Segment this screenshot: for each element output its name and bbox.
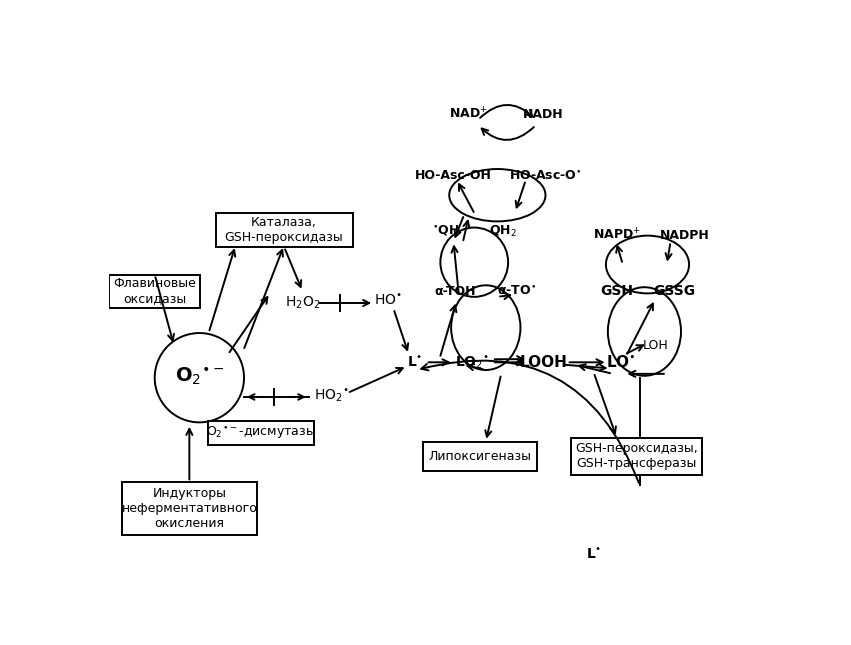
Text: HO$^{\bullet}$: HO$^{\bullet}$ [374,293,402,308]
Text: NADPH: NADPH [660,229,710,242]
Bar [109,275,200,308]
Bar [423,442,537,471]
Text: GSSG: GSSG [654,284,695,299]
Text: LOOH: LOOH [520,355,568,370]
Bar [571,438,702,475]
Circle shape [155,333,244,422]
Text: Липоксигеназы: Липоксигеназы [428,450,531,462]
Text: GSH-пероксидазы,
GSH-трансферазы: GSH-пероксидазы, GSH-трансферазы [575,442,698,470]
Text: HO-Asc-O$^{\bullet}$: HO-Asc-O$^{\bullet}$ [510,170,582,183]
Text: NAPD$^{+}$: NAPD$^{+}$ [592,228,641,243]
Text: NAD$^{+}$: NAD$^{+}$ [449,106,488,122]
Text: L$^{\bullet}$: L$^{\bullet}$ [585,548,602,562]
Text: Каталаза,
GSH-пероксидазы: Каталаза, GSH-пероксидазы [225,216,344,244]
Bar [215,213,352,247]
Text: O$_2$$^{\bullet-}$-дисмутазы: O$_2$$^{\bullet-}$-дисмутазы [206,425,316,441]
Text: Индукторы
неферментативного
окисления: Индукторы неферментативного окисления [122,487,257,530]
Text: α-TO$^{\bullet}$: α-TO$^{\bullet}$ [497,285,536,298]
Text: Флавиновые
оксидазы: Флавиновые оксидазы [113,277,196,306]
Text: $^{\bullet}$QH: $^{\bullet}$QH [431,224,460,239]
Text: LO$_2$$^{\bullet}$: LO$_2$$^{\bullet}$ [455,354,489,371]
Text: GSH: GSH [600,284,633,299]
Text: QH$_2$: QH$_2$ [488,224,517,239]
Text: α-TOH: α-TOH [434,285,476,298]
Text: HO$_2$$^{\bullet}$: HO$_2$$^{\bullet}$ [315,387,349,404]
Bar [122,482,257,535]
Text: LO$^{\bullet}$: LO$^{\bullet}$ [606,354,636,370]
Text: NADH: NADH [523,108,564,121]
Bar [208,421,314,446]
Text: HO-Asc-OH: HO-Asc-OH [415,170,492,183]
Text: LOH: LOH [643,339,668,352]
Text: H$_2$O$_2$: H$_2$O$_2$ [285,295,320,311]
Text: O$_2$$^{\bullet-}$: O$_2$$^{\bullet-}$ [174,366,224,387]
Text: L$^{\bullet}$: L$^{\bullet}$ [408,355,423,370]
